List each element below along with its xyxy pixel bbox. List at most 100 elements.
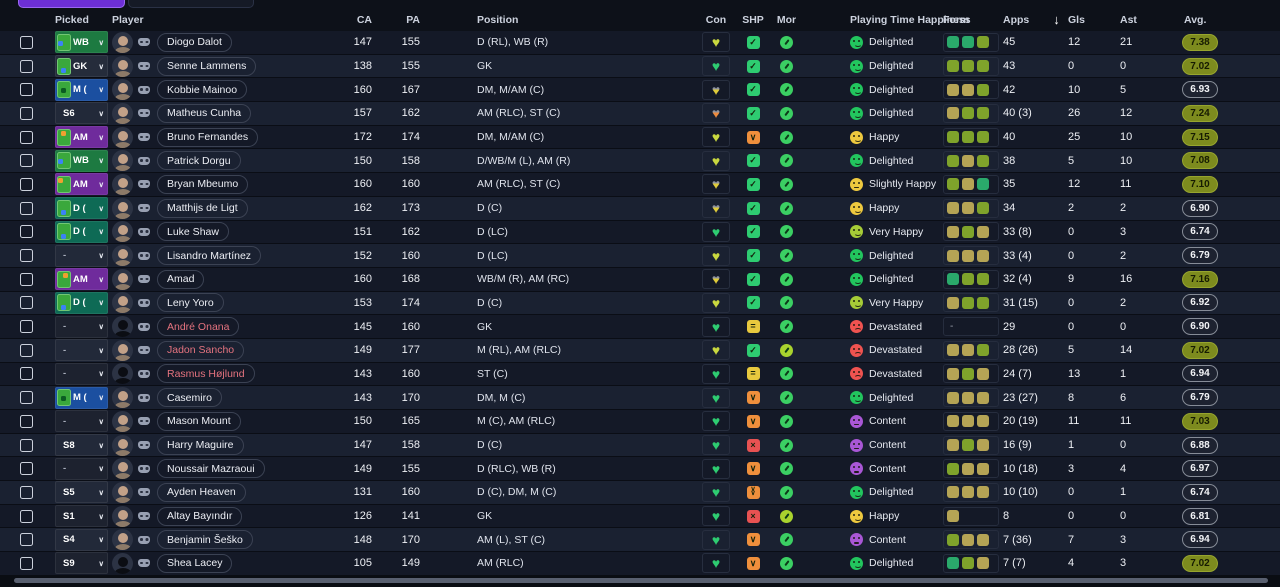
header-form[interactable]: Form (943, 13, 970, 26)
header-ast[interactable]: Ast (1120, 13, 1137, 26)
player-avatar[interactable] (112, 173, 133, 195)
form-box[interactable] (943, 435, 999, 455)
row-checkbox[interactable] (20, 225, 33, 239)
table-row[interactable]: D (∨ Leny Yoro 153 174 D (C) ♥ ✓ Very Happy 31 (… (0, 291, 1280, 316)
player-name[interactable]: Leny Yoro (157, 293, 224, 313)
inactive-tab[interactable] (128, 0, 254, 8)
condition-box[interactable]: ♥ (702, 127, 730, 148)
picked-dropdown[interactable]: WB ∨ (55, 149, 108, 172)
row-checkbox[interactable] (20, 509, 33, 523)
player-avatar[interactable] (112, 505, 133, 527)
condition-box[interactable]: ♥ (702, 174, 730, 195)
form-box[interactable] (943, 411, 999, 431)
picked-dropdown[interactable]: AM ∨ (55, 173, 108, 196)
player-name[interactable]: Matthijs de Ligt (157, 198, 248, 218)
player-name[interactable]: Altay Bayındır (157, 506, 243, 526)
header-shp[interactable]: SHP (742, 13, 764, 26)
player-name[interactable]: Senne Lammens (157, 56, 257, 76)
player-name[interactable]: Bruno Fernandes (157, 127, 259, 147)
form-box[interactable] (943, 459, 999, 479)
row-checkbox[interactable] (20, 367, 33, 381)
header-pa[interactable]: PA (406, 13, 420, 26)
picked-dropdown[interactable]: S9 ∨ (55, 552, 108, 575)
player-avatar[interactable] (112, 434, 133, 456)
player-avatar[interactable] (112, 339, 133, 361)
row-checkbox[interactable] (20, 533, 33, 547)
player-avatar[interactable] (112, 481, 133, 503)
picked-dropdown[interactable]: - ∨ (55, 362, 108, 385)
player-avatar[interactable] (112, 529, 133, 551)
player-name[interactable]: Shea Lacey (157, 553, 233, 573)
picked-dropdown[interactable]: - ∨ (55, 315, 108, 338)
table-row[interactable]: S5 ∨ Ayden Heaven 131 160 D (C), DM, M (C) ♥ ∨ ∨… (0, 481, 1280, 505)
form-box[interactable] (943, 56, 999, 76)
picked-dropdown[interactable]: D (∨ (55, 197, 108, 220)
table-row[interactable]: S9 ∨ Shea Lacey 105 149 AM (RLC) ♥ ∨ Delighted 7 … (0, 552, 1280, 576)
condition-box[interactable]: ♥ (702, 553, 730, 574)
form-box[interactable] (943, 553, 999, 573)
picked-dropdown[interactable]: - ∨ (55, 410, 108, 433)
header-gls[interactable]: Gls (1068, 13, 1085, 26)
picked-dropdown[interactable]: - ∨ (55, 339, 108, 362)
player-name[interactable]: Benjamin Šeško (157, 530, 253, 550)
table-row[interactable]: S6 ∨ Matheus Cunha 157 162 AM (RLC), ST (C) ♥ ✓… (0, 102, 1280, 126)
picked-dropdown[interactable]: AM ∨ (55, 268, 108, 291)
player-name[interactable]: Harry Maguire (157, 435, 244, 455)
table-row[interactable]: AM ∨ Bruno Fernandes 172 174 DM, M/AM (C) ♥ ∨ Ha… (0, 125, 1280, 150)
header-player[interactable]: Player (112, 13, 144, 26)
picked-dropdown[interactable]: - ∨ (55, 244, 108, 267)
condition-box[interactable]: ♥ (702, 150, 730, 171)
row-checkbox[interactable] (20, 391, 33, 405)
player-name[interactable]: Amad (157, 269, 205, 289)
form-box[interactable] (943, 482, 999, 502)
condition-box[interactable]: ♥ (702, 529, 730, 550)
condition-box[interactable]: ♥ (702, 435, 730, 456)
condition-box[interactable]: ♥ (702, 56, 730, 77)
table-row[interactable]: AM ∨ Amad 160 168 WB/M (R), AM (RC) ♥ ✓ Delighte… (0, 267, 1280, 292)
horizontal-scrollbar-track[interactable] (0, 575, 1280, 587)
header-picked[interactable]: Picked (55, 13, 89, 26)
form-box[interactable] (943, 151, 999, 171)
player-name[interactable]: Luke Shaw (157, 222, 229, 242)
form-box[interactable] (943, 32, 999, 52)
form-box[interactable] (943, 222, 999, 242)
sort-descending-icon[interactable]: ↓ (1053, 12, 1060, 27)
player-avatar[interactable] (112, 552, 133, 574)
table-row[interactable]: AM ∨ Bryan Mbeumo 160 160 AM (RLC), ST (C) ♥ ✓ S… (0, 173, 1280, 197)
form-box[interactable] (943, 80, 999, 100)
player-avatar[interactable] (112, 79, 133, 101)
player-name[interactable]: Diogo Dalot (157, 32, 232, 52)
header-happiness[interactable]: Playing Time Happiness (850, 13, 971, 26)
table-row[interactable]: - ∨ Lisandro Martínez 152 160 D (LC) ♥ ✓ Delight… (0, 244, 1280, 268)
player-avatar[interactable] (112, 292, 133, 314)
player-avatar[interactable] (112, 55, 133, 77)
condition-box[interactable]: ♥ (702, 316, 730, 337)
table-row[interactable]: - ∨ Jadon Sancho 149 177 M (RL), AM (RLC) ♥ ✓ De… (0, 338, 1280, 363)
condition-box[interactable]: ♥ (702, 79, 730, 100)
table-row[interactable]: GK ∨ Senne Lammens 138 155 GK ♥ ✓ Delighted 43 0 0 7… (0, 54, 1280, 79)
condition-box[interactable]: ♥ (702, 482, 730, 503)
table-row[interactable]: D (∨ Matthijs de Ligt 162 173 D (C) ♥ ✓ Happy 34… (0, 196, 1280, 221)
picked-dropdown[interactable]: S4 ∨ (55, 528, 108, 551)
condition-box[interactable]: ♥ (702, 411, 730, 432)
player-avatar[interactable] (112, 221, 133, 243)
row-checkbox[interactable] (20, 320, 33, 334)
picked-dropdown[interactable]: - ∨ (55, 457, 108, 480)
form-box[interactable] (943, 340, 999, 360)
player-avatar[interactable] (112, 102, 133, 124)
row-checkbox[interactable] (20, 154, 33, 168)
picked-dropdown[interactable]: S1 ∨ (55, 505, 108, 528)
row-checkbox[interactable] (20, 249, 33, 263)
row-checkbox[interactable] (20, 296, 33, 310)
condition-box[interactable]: ♥ (702, 363, 730, 384)
table-row[interactable]: M (∨ Casemiro 143 170 DM, M (C) ♥ ∨ Delighted 23… (0, 386, 1280, 410)
row-checkbox[interactable] (20, 343, 33, 357)
condition-box[interactable]: ♥ (702, 506, 730, 527)
table-row[interactable]: - ∨ Rasmus Højlund 143 160 ST (C) ♥ = Devastated… (0, 362, 1280, 387)
form-box[interactable]: - (943, 317, 999, 337)
condition-box[interactable]: ♥ (702, 269, 730, 290)
picked-dropdown[interactable]: D (∨ (55, 291, 108, 314)
row-checkbox[interactable] (20, 272, 33, 286)
row-checkbox[interactable] (20, 201, 33, 215)
row-checkbox[interactable] (20, 59, 33, 73)
